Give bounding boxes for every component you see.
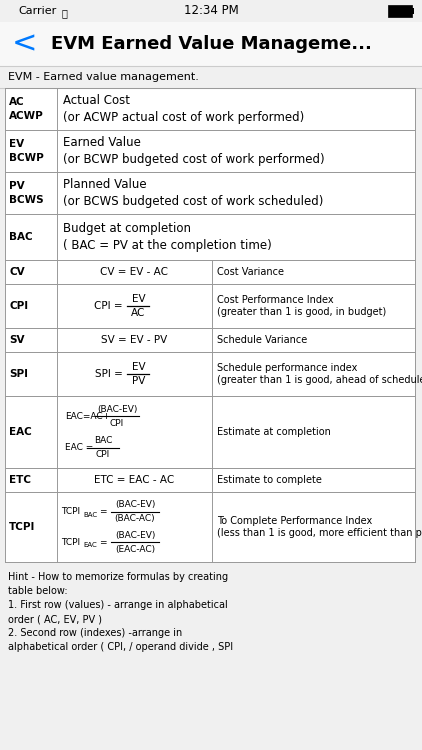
Bar [5,214,415,260]
Text: CPI: CPI [9,301,28,311]
Text: AC
ACWP: AC ACWP [9,98,44,121]
Bar [5,396,415,468]
Text: CPI =: CPI = [94,301,122,311]
Text: EAC: EAC [83,542,97,548]
Text: Cost Variance: Cost Variance [217,267,284,277]
Text: ETC = EAC - AC: ETC = EAC - AC [95,475,175,485]
Text: Budget at completion
( BAC = PV at the completion time): Budget at completion ( BAC = PV at the c… [63,222,272,252]
Text: EVM - Earned value management.: EVM - Earned value management. [8,72,199,82]
Text: Planned Value
(or BCWS budgeted cost of work scheduled): Planned Value (or BCWS budgeted cost of … [63,178,323,208]
Text: BAC: BAC [9,232,32,242]
Text: CV = EV - AC: CV = EV - AC [100,267,168,277]
Text: EVM Earned Value Manageme...: EVM Earned Value Manageme... [51,35,371,53]
Text: TCPI: TCPI [9,522,35,532]
Text: Actual Cost
(or ACWP actual cost of work performed): Actual Cost (or ACWP actual cost of work… [63,94,304,124]
Bar [5,468,415,492]
Text: (BAC-EV): (BAC-EV) [115,531,155,540]
Text: BAC: BAC [83,512,97,518]
Bar [5,492,415,562]
Text: Estimate at completion: Estimate at completion [217,427,331,437]
Text: =: = [99,507,106,516]
Text: (EAC-AC): (EAC-AC) [115,545,155,554]
Bar [0,562,422,750]
Bar [412,8,414,14]
Text: EAC=AC+: EAC=AC+ [65,412,110,421]
Text: (BAC-AC): (BAC-AC) [115,514,155,523]
Text: PV
BCWS: PV BCWS [9,182,43,205]
Bar [0,0,422,22]
Text: Estimate to complete: Estimate to complete [217,475,322,485]
Text: <: < [12,29,38,58]
Text: EAC =: EAC = [65,443,93,452]
Text: Earned Value
(or BCWP budgeted cost of work performed): Earned Value (or BCWP budgeted cost of w… [63,136,325,166]
Text: CV: CV [9,267,24,277]
Text: TCPI: TCPI [61,507,80,516]
Text: EAC: EAC [9,427,32,437]
Text: EV
BCWP: EV BCWP [9,140,44,163]
Bar [0,22,422,66]
Text: CPI: CPI [110,419,124,428]
Bar [5,130,415,172]
Text: 〜: 〜 [62,8,68,18]
Text: SPI: SPI [9,369,28,379]
Bar [388,5,412,17]
Text: Schedule Variance: Schedule Variance [217,335,307,345]
Text: EV: EV [132,362,145,372]
Text: Carrier: Carrier [18,6,56,16]
Text: (BAC-EV): (BAC-EV) [97,405,137,414]
Text: SV = EV - PV: SV = EV - PV [101,335,168,345]
Text: (BAC-EV): (BAC-EV) [115,500,155,509]
Text: PV: PV [132,376,145,386]
Bar [5,352,415,396]
Text: To Complete Performance Index
(less than 1 is good, more efficient than planned): To Complete Performance Index (less than… [217,515,422,538]
Bar [5,88,415,130]
Text: Hint - How to memorize formulas by creating
table below:
1. First row (values) -: Hint - How to memorize formulas by creat… [8,572,233,652]
Text: SPI =: SPI = [95,369,122,379]
Text: TCPI: TCPI [61,538,80,547]
Bar [5,172,415,214]
Bar [0,66,422,88]
Bar [5,328,415,352]
Text: ETC: ETC [9,475,31,485]
Text: BAC: BAC [94,436,112,445]
Bar [5,284,415,328]
Text: EV: EV [132,294,145,304]
Text: CPI: CPI [96,450,110,459]
Text: AC: AC [131,308,146,318]
Text: SV: SV [9,335,24,345]
Text: Schedule performance index
(greater than 1 is good, ahead of schedule): Schedule performance index (greater than… [217,362,422,386]
Text: 12:34 PM: 12:34 PM [184,4,238,17]
Bar [5,260,415,284]
Text: Cost Performance Index
(greater than 1 is good, in budget): Cost Performance Index (greater than 1 i… [217,295,386,317]
Text: =: = [99,538,106,547]
